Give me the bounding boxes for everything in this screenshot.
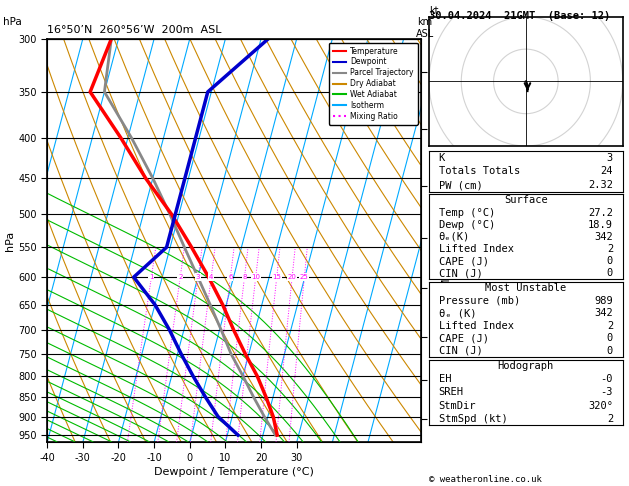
Text: 16°50’N  260°56’W  200m  ASL: 16°50’N 260°56’W 200m ASL [47, 25, 221, 35]
Text: Lifted Index: Lifted Index [438, 244, 514, 254]
Text: SREH: SREH [438, 387, 464, 398]
Text: 342: 342 [594, 308, 613, 318]
Text: 0: 0 [607, 268, 613, 278]
Text: © weatheronline.co.uk: © weatheronline.co.uk [429, 474, 542, 484]
Text: θₑ(K): θₑ(K) [438, 232, 470, 242]
Text: 2.32: 2.32 [588, 180, 613, 190]
Text: 20: 20 [287, 274, 296, 280]
Text: hPa: hPa [3, 17, 22, 27]
Text: 0: 0 [607, 333, 613, 344]
Text: kt: kt [429, 6, 438, 16]
Text: K: K [438, 153, 445, 162]
Text: PW (cm): PW (cm) [438, 180, 482, 190]
Text: 2: 2 [607, 244, 613, 254]
Text: 2: 2 [607, 414, 613, 424]
Text: Dewp (°C): Dewp (°C) [438, 220, 495, 230]
Text: Pressure (mb): Pressure (mb) [438, 295, 520, 306]
Text: 25: 25 [300, 274, 309, 280]
Text: 8: 8 [242, 274, 247, 280]
Text: -0: -0 [601, 374, 613, 384]
Text: Lifted Index: Lifted Index [438, 321, 514, 331]
Text: 3: 3 [196, 274, 200, 280]
Legend: Temperature, Dewpoint, Parcel Trajectory, Dry Adiabat, Wet Adiabat, Isotherm, Mi: Temperature, Dewpoint, Parcel Trajectory… [329, 43, 418, 125]
Text: 2: 2 [607, 321, 613, 331]
Text: StmSpd (kt): StmSpd (kt) [438, 414, 508, 424]
Text: 0: 0 [607, 256, 613, 266]
Text: CIN (J): CIN (J) [438, 268, 482, 278]
Text: Totals Totals: Totals Totals [438, 166, 520, 176]
Text: Most Unstable: Most Unstable [485, 283, 567, 293]
Text: EH: EH [438, 374, 451, 384]
Y-axis label: Mixing Ratio (g/kg): Mixing Ratio (g/kg) [442, 194, 452, 287]
Text: CAPE (J): CAPE (J) [438, 333, 489, 344]
Text: 0: 0 [607, 346, 613, 356]
Text: LCL: LCL [428, 400, 443, 409]
Text: CIN (J): CIN (J) [438, 346, 482, 356]
X-axis label: Dewpoint / Temperature (°C): Dewpoint / Temperature (°C) [154, 467, 314, 477]
Text: StmDir: StmDir [438, 400, 476, 411]
Text: -3: -3 [601, 387, 613, 398]
Text: 342: 342 [594, 232, 613, 242]
Text: Hodograph: Hodograph [498, 361, 554, 371]
Text: 18.9: 18.9 [588, 220, 613, 230]
Text: 2: 2 [178, 274, 182, 280]
Text: 320°: 320° [588, 400, 613, 411]
Text: Surface: Surface [504, 195, 548, 206]
Text: 989: 989 [594, 295, 613, 306]
Text: θₑ (K): θₑ (K) [438, 308, 476, 318]
Text: 15: 15 [272, 274, 281, 280]
Y-axis label: hPa: hPa [6, 230, 15, 251]
Text: CAPE (J): CAPE (J) [438, 256, 489, 266]
Text: Temp (°C): Temp (°C) [438, 208, 495, 218]
Text: 10: 10 [251, 274, 260, 280]
Text: 6: 6 [228, 274, 233, 280]
Text: 24: 24 [601, 166, 613, 176]
Text: 1: 1 [149, 274, 153, 280]
Text: 30.04.2024  21GMT  (Base: 12): 30.04.2024 21GMT (Base: 12) [429, 11, 610, 21]
Text: km
ASL: km ASL [415, 17, 434, 38]
Text: 3: 3 [607, 153, 613, 162]
Text: 27.2: 27.2 [588, 208, 613, 218]
Text: 4: 4 [209, 274, 213, 280]
